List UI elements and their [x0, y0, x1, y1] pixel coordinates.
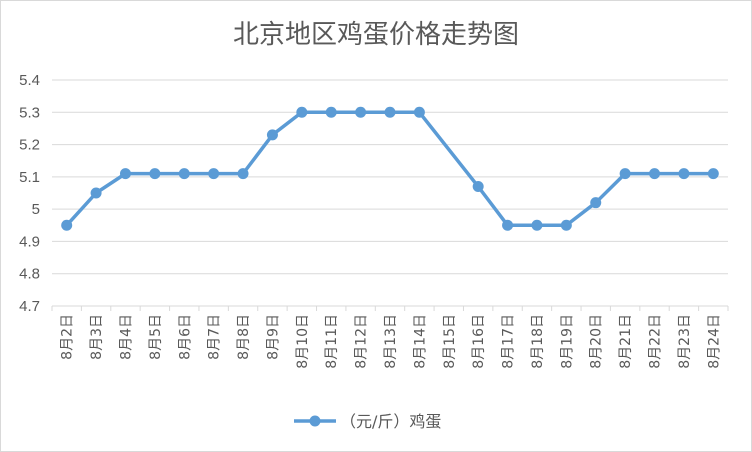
x-tick-label: 8月6日	[177, 314, 193, 360]
data-point	[355, 106, 367, 118]
y-tick-label: 5.4	[19, 72, 40, 89]
x-axis	[51, 305, 729, 311]
x-tick-label: 8月10日	[295, 314, 311, 369]
data-point	[61, 219, 73, 231]
x-tick-label: 8月7日	[207, 314, 223, 360]
data-point	[531, 219, 543, 231]
data-point	[325, 106, 337, 118]
data-point	[472, 181, 484, 193]
data-point	[590, 197, 602, 209]
data-point	[619, 168, 631, 180]
x-tick-label: 8月8日	[236, 314, 252, 360]
data-point	[560, 219, 572, 231]
chart-title: 北京地区鸡蛋价格走势图	[232, 20, 519, 50]
x-axis-ticks: 8月2日 8月3日 8月4日 8月5日 8月6日 8月7日 8月8日 8月9日 8月10日 8月1…	[60, 314, 723, 369]
x-tick-label: 8月2日	[60, 314, 76, 360]
y-tick-label: 5.3	[19, 104, 40, 121]
data-point	[178, 168, 190, 180]
x-tick-label: 8月3日	[89, 314, 105, 360]
data-point	[678, 168, 690, 180]
legend-marker	[309, 415, 321, 427]
y-tick-label: 4.7	[19, 298, 40, 315]
y-axis-ticks: 4.7 4.8 4.9 5 5.1 5.2 5.3 5.4	[19, 72, 40, 315]
data-point	[296, 106, 308, 118]
y-tick-label: 5.1	[19, 169, 40, 186]
data-point	[237, 168, 249, 180]
x-tick-label: 8月17日	[501, 314, 517, 369]
x-tick-label: 8月22日	[648, 314, 664, 369]
y-tick-label: 4.8	[19, 266, 40, 283]
x-tick-label: 8月16日	[471, 314, 487, 369]
x-tick-label: 8月5日	[148, 314, 164, 360]
x-tick-label: 8月9日	[265, 314, 281, 360]
x-tick-label: 8月15日	[442, 314, 458, 369]
y-tick-label: 5.2	[19, 137, 40, 154]
x-tick-label: 8月12日	[354, 314, 370, 369]
data-point	[707, 168, 719, 180]
x-tick-label: 8月21日	[618, 314, 634, 369]
legend: （元/斤）鸡蛋	[294, 412, 441, 431]
x-tick-label: 8月20日	[589, 314, 605, 369]
data-point	[119, 168, 131, 180]
x-tick-label: 8月24日	[706, 314, 722, 369]
data-point	[90, 187, 102, 199]
data-point	[384, 106, 396, 118]
data-point	[208, 168, 220, 180]
data-point	[413, 106, 425, 118]
series-line	[65, 110, 714, 228]
data-point	[649, 168, 661, 180]
x-tick-label: 8月4日	[118, 314, 134, 360]
x-tick-label: 8月14日	[412, 314, 428, 369]
data-point	[266, 129, 278, 141]
y-tick-label: 5	[32, 201, 40, 218]
x-tick-label: 8月19日	[559, 314, 575, 369]
legend-label: （元/斤）鸡蛋	[340, 412, 441, 431]
series-plot	[61, 106, 719, 231]
x-tick-label: 8月23日	[677, 314, 693, 369]
x-tick-label: 8月11日	[324, 314, 340, 369]
data-point	[502, 219, 514, 231]
x-tick-label: 8月18日	[530, 314, 546, 369]
y-tick-label: 4.9	[19, 233, 40, 250]
data-point	[149, 168, 161, 180]
x-tick-label: 8月13日	[383, 314, 399, 369]
